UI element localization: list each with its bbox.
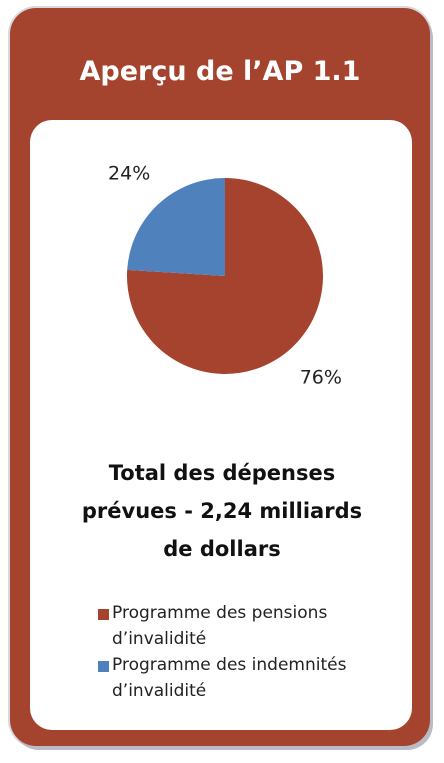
data-label: 24% <box>108 162 150 184</box>
pie-slice <box>127 178 324 374</box>
legend: Programme des pensions d’invalidité Progr… <box>98 600 368 704</box>
legend-label: Programme des indemnités d’invalidité <box>112 655 347 701</box>
header-title: Aperçu de l’AP 1.1 <box>79 56 361 87</box>
legend-swatch <box>98 609 109 620</box>
legend-item: Programme des pensions d’invalidité <box>98 600 368 652</box>
data-label: 76% <box>300 367 342 389</box>
legend-item: Programme des indemnités d’invalidité <box>98 652 368 704</box>
legend-label: Programme des pensions d’invalidité <box>112 603 328 649</box>
chart-title: Total des dépenses prévues - 2,24 millia… <box>81 461 363 561</box>
legend-swatch <box>98 661 109 672</box>
pie-slice <box>127 178 225 276</box>
card: Aperçu de l’AP 1.1 76% 24% Total des dépe… <box>10 8 430 746</box>
chart-panel: 76% 24% Total des dépenses prévues - 2,24… <box>30 120 412 730</box>
pie-chart: 76% 24% <box>108 162 342 389</box>
